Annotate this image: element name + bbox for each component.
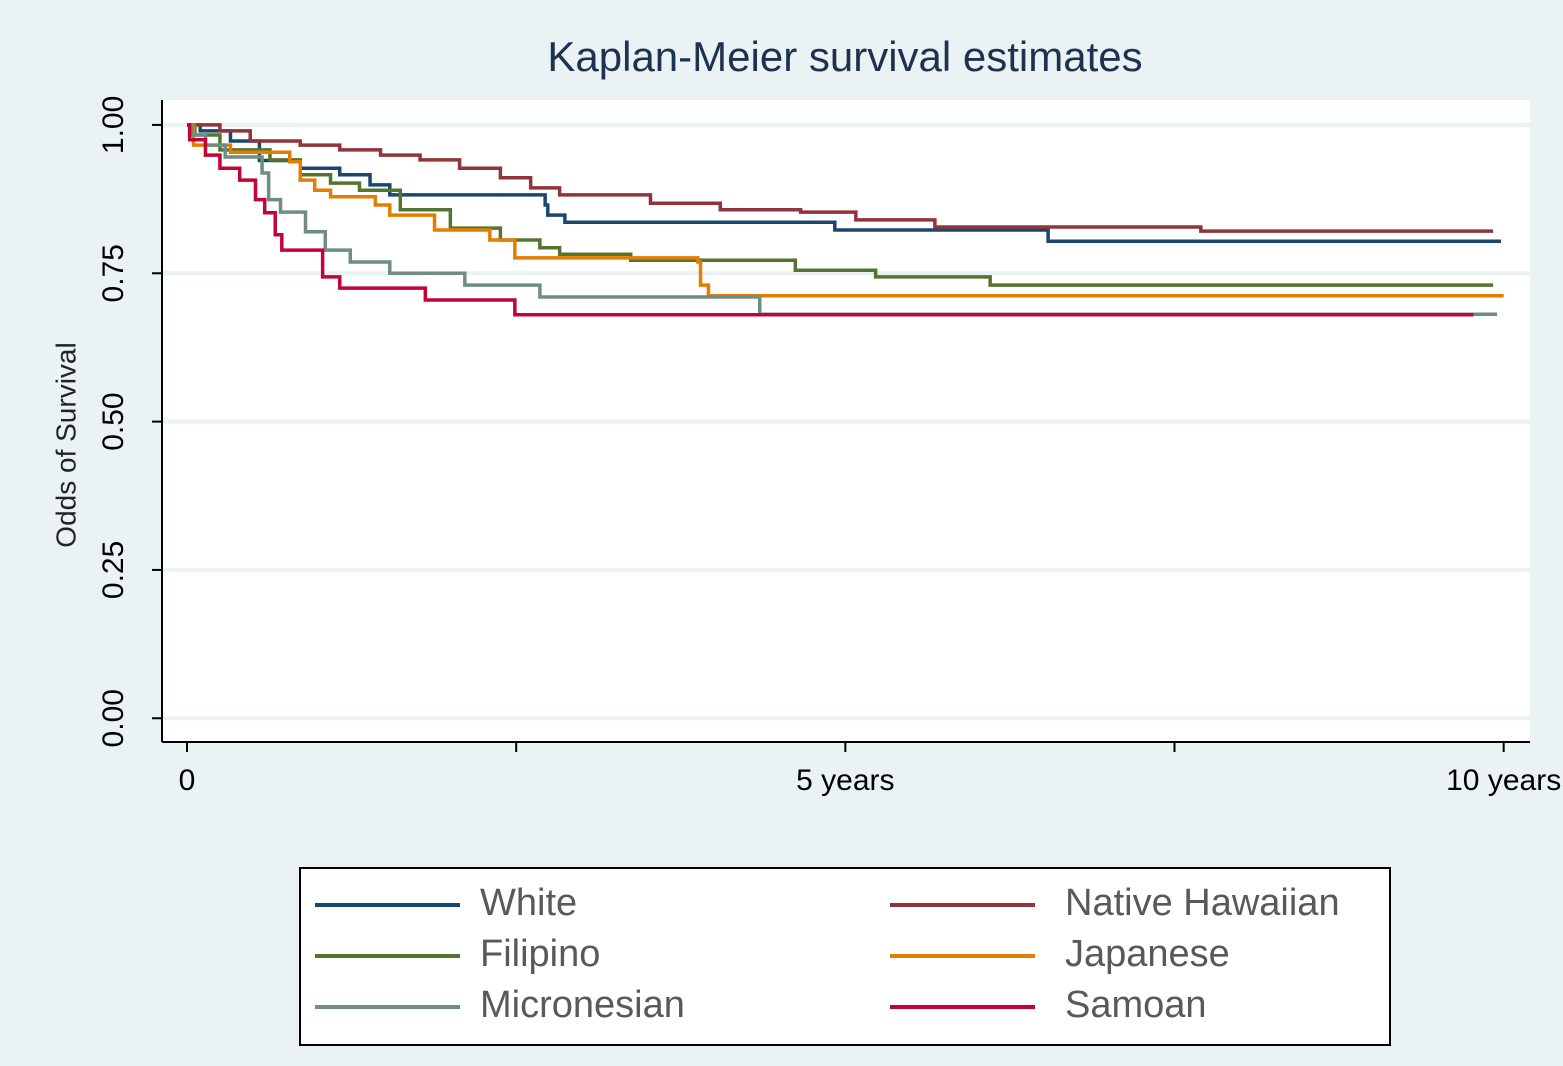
survival-line (187, 123, 1498, 316)
series-lines (187, 123, 1504, 317)
x-tick-label: 5 years (796, 764, 894, 797)
x-tick-label: 0 (179, 764, 196, 797)
legend-label: Native Hawaiian (1065, 882, 1340, 924)
survival-line (187, 123, 1504, 298)
legend-label: White (480, 882, 577, 924)
legend-label: Filipino (480, 933, 600, 975)
legend: White Native Hawaiian Filipino Japanese Micr… (315, 882, 1340, 1026)
survival-line (187, 123, 1502, 243)
legend-box (299, 867, 1391, 1046)
axes: 0.00 0.25 0.50 0.75 1.00 0 5 years 10 years (97, 96, 1561, 797)
x-tick-label: 10 years (1446, 764, 1561, 797)
survival-line (187, 123, 1494, 233)
survival-line (187, 123, 1474, 317)
y-axis-label: Odds of Survival (50, 342, 81, 547)
y-tick-label: 0.50 (97, 392, 130, 450)
y-tick-label: 0.00 (97, 689, 130, 747)
chart-title: Kaplan-Meier survival estimates (547, 33, 1142, 80)
y-tick-label: 0.75 (97, 244, 130, 302)
legend-label: Micronesian (480, 984, 685, 1026)
legend-label: Japanese (1065, 933, 1230, 975)
legend-label: Samoan (1065, 984, 1207, 1026)
y-tick-label: 0.25 (97, 541, 130, 599)
y-tick-label: 1.00 (97, 96, 130, 154)
